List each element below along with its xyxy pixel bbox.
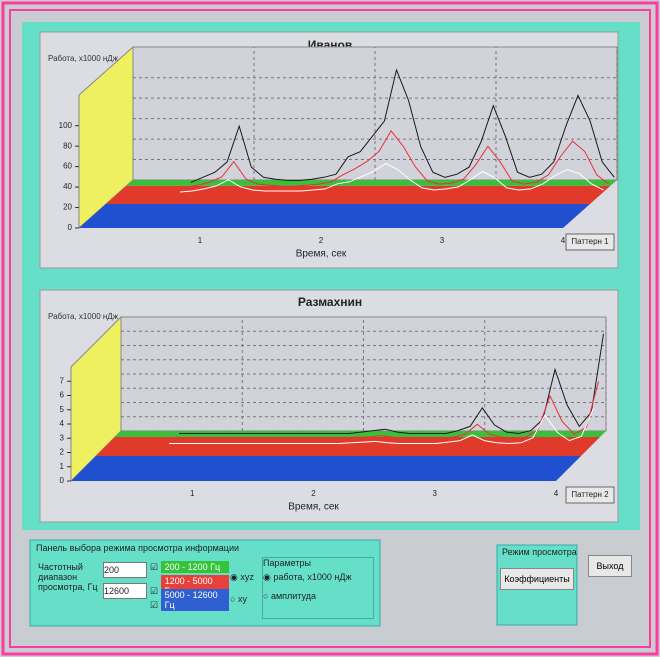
param-option[interactable]: ○ амплитуда (263, 591, 373, 601)
y-tick-label: 1 (60, 462, 65, 471)
page: ИвановРабота, х1000 нДж0204060801001234В… (0, 0, 660, 657)
y-tick-label: 0 (60, 476, 65, 485)
view-option[interactable]: ◉ xyz (230, 572, 254, 583)
view-label: xy (238, 594, 247, 604)
y-tick-label: 3 (60, 433, 65, 442)
x-tick-label: 4 (561, 236, 566, 245)
x-tick-label: 3 (440, 236, 445, 245)
floor-band (106, 186, 611, 204)
x-tick-label: 2 (319, 236, 324, 245)
pattern-button[interactable]: Паттерн 2 (571, 490, 609, 499)
param-label: амплитуда (271, 591, 316, 601)
floor-band (71, 456, 581, 481)
param-label: работа, х1000 нДж (273, 572, 351, 582)
mode-button[interactable]: Коэффициенты (500, 568, 574, 590)
range-to[interactable]: 12600 (103, 583, 147, 599)
x-axis-label: Время, сек (296, 249, 347, 260)
params-group: Параметры ◉ работа, х1000 нДж ○ амплитуд… (262, 557, 374, 619)
y-axis-label: Работа, х1000 нДж (48, 54, 119, 63)
y-tick-label: 5 (60, 405, 65, 414)
x-tick-label: 3 (433, 489, 438, 498)
exit-button[interactable]: Выход (588, 555, 632, 577)
y-axis-label: Работа, х1000 нДж (48, 312, 119, 321)
panel-title: Панель выбора режима просмотра информаци… (36, 543, 239, 553)
y-tick-label: 20 (63, 203, 72, 212)
pattern-button[interactable]: Паттерн 1 (571, 237, 609, 246)
y-tick-label: 4 (60, 419, 65, 428)
floor-band (79, 204, 590, 228)
y-tick-label: 60 (63, 162, 72, 171)
y-tick-label: 7 (60, 376, 65, 385)
y-tick-label: 80 (63, 141, 72, 150)
param-option[interactable]: ◉ работа, х1000 нДж (263, 572, 373, 583)
y-tick-label: 100 (59, 121, 73, 130)
params-title: Параметры (263, 558, 373, 568)
x-tick-label: 1 (190, 489, 195, 498)
y-tick-label: 0 (68, 223, 73, 232)
x-tick-label: 1 (198, 236, 203, 245)
y-tick-label: 2 (60, 448, 65, 457)
x-tick-label: 2 (311, 489, 316, 498)
range-from[interactable]: 200 (103, 562, 147, 578)
band-label: 200 - 1200 Гц (161, 561, 229, 573)
y-tick-label: 6 (60, 391, 65, 400)
x-axis-label: Время, сек (288, 502, 339, 513)
floor-band (96, 437, 600, 456)
y-tick-label: 40 (63, 182, 72, 191)
range-label: Частотный диапазон просмотра, Гц (38, 562, 98, 592)
chart-title: Размахнин (298, 295, 362, 309)
x-tick-label: 4 (554, 489, 559, 498)
view-label: xyz (240, 572, 254, 582)
mode-title: Режим просмотра (502, 547, 577, 557)
band-option[interactable]: ☑ 5000 - 12600 Гц (150, 589, 229, 611)
view-option[interactable]: ○ xy (230, 594, 247, 604)
band-label: 5000 - 12600 Гц (161, 589, 229, 611)
band-option[interactable]: ☑ 200 - 1200 Гц (150, 561, 229, 573)
